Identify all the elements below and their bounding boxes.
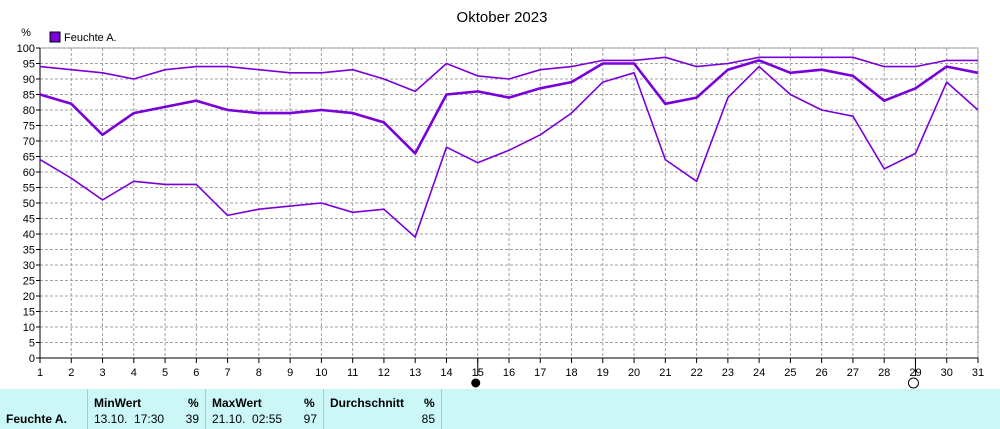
- x-tick-label: 10: [315, 367, 327, 379]
- y-tick-label: 5: [29, 338, 35, 350]
- x-tick-label: 30: [941, 367, 953, 379]
- legend-swatch: [49, 31, 61, 43]
- x-tick-label: 11: [347, 367, 358, 379]
- y-axis-unit: %: [21, 27, 31, 39]
- new-moon-marker: [471, 378, 481, 388]
- x-tick-label: 23: [722, 367, 734, 379]
- y-tick-label: 25: [23, 276, 35, 288]
- full-moon-marker: [907, 377, 919, 389]
- marker-group: [471, 358, 919, 389]
- x-tick-label: 26: [816, 367, 828, 379]
- min-header: MinWert: [94, 396, 142, 410]
- avg-unit: %: [424, 396, 435, 410]
- y-tick-label: 65: [23, 152, 35, 164]
- x-tick-label: 8: [256, 367, 262, 379]
- x-tick-label: 21: [659, 367, 671, 379]
- y-tick-label: 15: [23, 307, 35, 319]
- max-header: MaxWert: [212, 396, 262, 410]
- min-unit: %: [188, 396, 199, 410]
- x-tick-label: 5: [162, 367, 168, 379]
- avg-header: Durchschnitt: [330, 396, 405, 410]
- x-tick-label: 12: [378, 367, 390, 379]
- y-tick-label: 85: [23, 90, 35, 102]
- y-tick-label: 20: [23, 291, 35, 303]
- x-tick-label: 14: [440, 367, 452, 379]
- grid: [39, 47, 979, 359]
- x-tick-label: 17: [534, 367, 546, 379]
- y-tick-label: 80: [23, 105, 35, 117]
- y-tick-label: 45: [23, 214, 35, 226]
- y-tick-label: 10: [23, 322, 35, 334]
- y-tick-label: 30: [23, 260, 35, 272]
- humidity-chart: Oktober 2023 % Feuchte A. 05101520253035…: [17, 9, 984, 389]
- y-tick-label: 75: [23, 121, 35, 133]
- x-tick-label: 4: [131, 367, 137, 379]
- series-group: [39, 56, 979, 238]
- y-tick-label: 40: [23, 229, 35, 241]
- max-unit: %: [304, 396, 315, 410]
- x-tick-label: 7: [225, 367, 231, 379]
- x-tick-label: 20: [628, 367, 640, 379]
- y-tick-label: 35: [23, 245, 35, 257]
- min-value: 39: [185, 412, 199, 426]
- avg-cell: Durchschnitt % 85: [324, 389, 442, 429]
- stats-panel: Feuchte A. MinWert % 13.10. 17:30 39 Max…: [0, 389, 1000, 429]
- x-tick-label: 25: [784, 367, 796, 379]
- legend-label: Feuchte A.: [64, 32, 117, 44]
- y-tick-label: 0: [29, 353, 35, 365]
- y-tick-label: 55: [23, 183, 35, 195]
- y-tick-label: 100: [17, 43, 35, 55]
- y-tick-label: 70: [23, 136, 35, 148]
- x-tick-label: 2: [68, 367, 74, 379]
- y-tick-labels: 0 5 10 15 20 25 30 35 40 45 50 55 60 65 70 75 80 85 90 95 10…: [17, 43, 40, 365]
- series-line-max: [39, 56, 978, 93]
- y-tick-label: 60: [23, 167, 35, 179]
- x-tick-label: 13: [409, 367, 421, 379]
- x-tick-label: 22: [690, 367, 702, 379]
- stats-row-label-cell: Feuchte A.: [0, 389, 88, 429]
- x-tick-labels: 1 2 3 4 5 6 7 8 9 10 11 12 13 14 15 16 17 18 19 20 21 22 23 24 2…: [37, 358, 984, 379]
- x-tick-label: 31: [972, 367, 984, 379]
- x-tick-label: 18: [565, 367, 577, 379]
- x-tick-label: 24: [753, 367, 765, 379]
- y-tick-label: 95: [23, 59, 35, 71]
- max-cell: MaxWert % 21.10. 02:55 97: [206, 389, 324, 429]
- y-tick-label: 50: [23, 198, 35, 210]
- x-tick-label: 27: [847, 367, 859, 379]
- x-tick-label: 28: [878, 367, 890, 379]
- x-tick-label: 16: [503, 367, 515, 379]
- x-tick-label: 6: [193, 367, 199, 379]
- y-tick-label: 90: [23, 74, 35, 86]
- min-time: 13.10. 17:30: [94, 412, 165, 426]
- chart-title: Oktober 2023: [457, 9, 548, 26]
- series-line-min: [39, 65, 979, 238]
- stats-row-label: Feuchte A.: [6, 412, 67, 426]
- max-value: 97: [303, 412, 317, 426]
- min-cell: MinWert % 13.10. 17:30 39: [88, 389, 206, 429]
- series-line-avg: [39, 59, 979, 155]
- x-tick-label: 9: [287, 367, 293, 379]
- max-time: 21.10. 02:55: [212, 412, 283, 426]
- x-tick-label: 3: [99, 367, 105, 379]
- x-tick-label: 19: [597, 367, 609, 379]
- x-tick-label: 1: [37, 367, 43, 379]
- avg-value: 85: [421, 412, 435, 426]
